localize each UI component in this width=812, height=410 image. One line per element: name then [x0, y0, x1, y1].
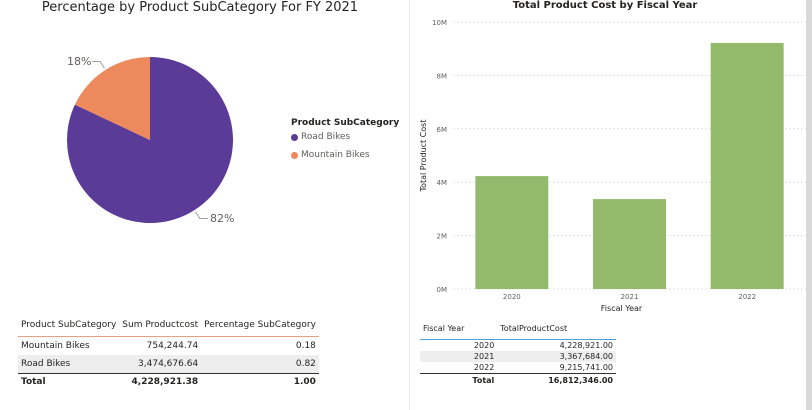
bar-chart-title: Total Product Cost by Fiscal Year [512, 0, 698, 11]
col-header-subcategory[interactable]: Product SubCategory [18, 317, 120, 337]
fiscal-year-table: Fiscal Year TotalProductCost 2020 4,228,… [420, 322, 616, 386]
table-row: 2021 3,367,684.00 [420, 351, 616, 362]
table-cell: Total [18, 373, 120, 391]
legend-label-road-bikes: Road Bikes [301, 132, 351, 142]
table-cell: 16,812,346.00 [497, 373, 616, 386]
table-cell: 2020 [473, 341, 495, 350]
legend-item-road-bikes[interactable]: Road Bikes [291, 132, 350, 142]
col-header-fiscal-year[interactable]: Fiscal Year [420, 322, 498, 340]
bar-2022[interactable] [710, 42, 784, 290]
legend-item-mountain-bikes[interactable]: Mountain Bikes [291, 150, 370, 160]
y-tick-label: 0M [437, 286, 448, 294]
y-tick-label: 2M [437, 233, 448, 241]
col-header-total-product-cost[interactable]: TotalProductCost [497, 322, 616, 340]
pie-chart-title: Percentage by Product SubCategory For FY… [41, 0, 359, 15]
pie-slice-road-bikes[interactable] [66, 57, 233, 223]
pie-chart[interactable] [0, 0, 400, 300]
table-row: 2020 4,228,921.00 [420, 340, 616, 352]
x-tick-label: 2021 [621, 293, 639, 301]
pie-slice-mountain-bikes[interactable] [74, 56, 150, 140]
y-tick-label: 8M [437, 72, 448, 80]
y-tick-label: 6M [437, 126, 448, 134]
table-cell: 2021 [420, 351, 498, 362]
pie-leader-line [92, 60, 105, 69]
legend-label-mountain-bikes: Mountain Bikes [301, 150, 370, 160]
table-cell: 0.18 [295, 341, 316, 351]
table-cell: Total [420, 373, 498, 386]
bar-2021[interactable] [593, 199, 666, 289]
table-row: Mountain Bikes 754,244.74 0.18 [18, 337, 319, 356]
panel-divider [409, 0, 410, 410]
bar-2020[interactable] [475, 176, 549, 289]
table-cell: 4,228,921.38 [119, 373, 202, 391]
table-cell: 4,228,921.00 [559, 341, 613, 350]
col-header-sum-productcost[interactable]: Sum Productcost [119, 317, 202, 337]
y-tick-label: 10M [432, 19, 447, 27]
x-tick-label: 2022 [738, 293, 756, 301]
pie-leader-line [195, 211, 208, 220]
table-cell: 1.00 [201, 373, 319, 391]
table-cell: 0.82 [201, 355, 319, 374]
table-cell: 3,474,676.64 [119, 355, 202, 374]
table-row: Road Bikes 3,474,676.64 0.82 [18, 355, 319, 374]
pie-label-mountain-bikes: 18% [67, 55, 92, 68]
y-axis-title: Total Product Cost [419, 120, 428, 193]
table-cell: 754,244.74 [146, 341, 199, 351]
table-header-row: Product SubCategory Sum Productcost Perc… [18, 317, 319, 337]
table-total-row: Total 4,228,921.38 1.00 [18, 373, 319, 391]
legend-marker-road-bikes [291, 133, 298, 141]
scrollbar[interactable] [806, 0, 812, 410]
x-axis-title: Fiscal Year [601, 304, 643, 313]
col-header-percentage[interactable]: Percentage SubCategory [201, 317, 319, 337]
table-row: 2022 9,215,741.00 [420, 362, 616, 374]
table-cell: Mountain Bikes [21, 341, 90, 351]
table-cell: 9,215,741.00 [559, 363, 613, 372]
bar-chart[interactable]: 0M 2M 4M 6M 8M 10M 2020 2021 2022 Fiscal Year Tota… [410, 0, 806, 318]
subcategory-table: Product SubCategory Sum Productcost Perc… [18, 317, 319, 391]
table-cell: 3,367,684.00 [497, 351, 616, 362]
legend-marker-mountain-bikes [291, 151, 298, 159]
table-header-row: Fiscal Year TotalProductCost [420, 322, 616, 340]
y-tick-label: 4M [437, 179, 448, 187]
table-cell: Road Bikes [18, 355, 120, 374]
pie-label-road-bikes: 82% [210, 212, 235, 225]
x-tick-label: 2020 [503, 293, 521, 301]
table-total-row: Total 16,812,346.00 [420, 373, 616, 386]
pie-legend-title: Product SubCategory [291, 118, 400, 128]
table-cell: 2022 [473, 363, 495, 372]
